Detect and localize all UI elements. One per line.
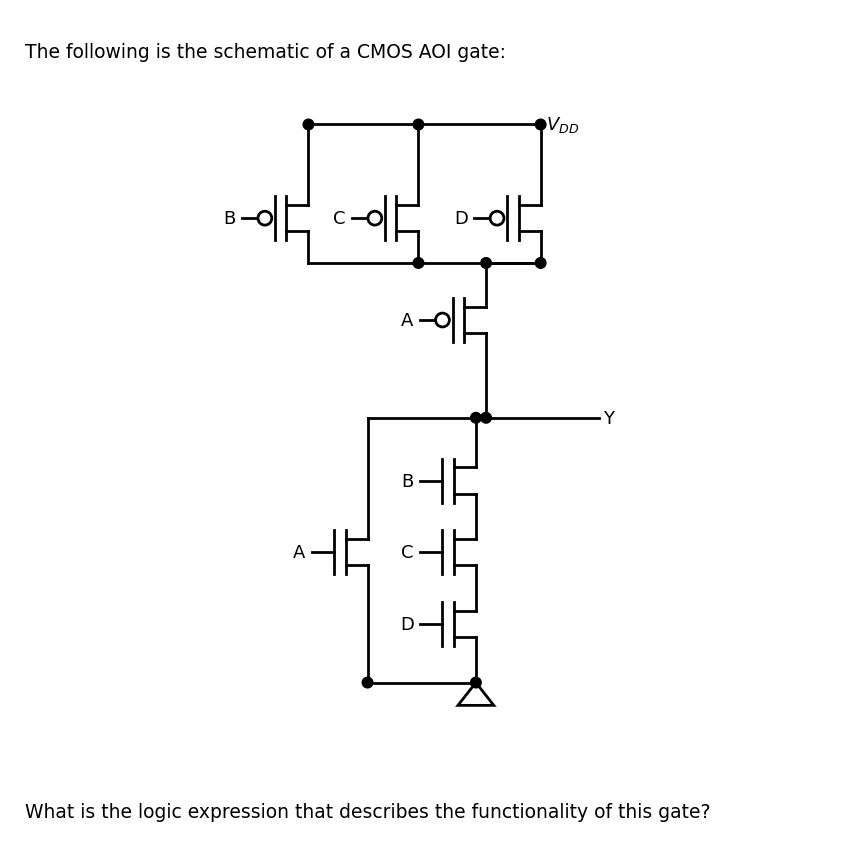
Text: D: D <box>454 210 468 228</box>
Text: $V_{DD}$: $V_{DD}$ <box>546 115 580 135</box>
Circle shape <box>258 212 272 226</box>
Text: D: D <box>400 615 414 633</box>
Circle shape <box>368 212 382 226</box>
Circle shape <box>470 413 481 424</box>
Text: What is the logic expression that describes the functionality of this gate?: What is the logic expression that descri… <box>25 802 710 821</box>
Text: C: C <box>402 543 414 561</box>
Circle shape <box>535 120 546 131</box>
Text: The following is the schematic of a CMOS AOI gate:: The following is the schematic of a CMOS… <box>25 42 506 62</box>
Circle shape <box>435 313 450 327</box>
Circle shape <box>413 120 424 131</box>
Circle shape <box>490 212 504 226</box>
Circle shape <box>481 413 491 424</box>
Text: Y: Y <box>603 409 614 427</box>
Circle shape <box>535 258 546 269</box>
Text: B: B <box>402 472 414 490</box>
Circle shape <box>362 678 373 688</box>
Circle shape <box>481 258 491 269</box>
Circle shape <box>470 678 481 688</box>
Text: A: A <box>401 312 413 330</box>
Text: C: C <box>333 210 346 228</box>
Text: A: A <box>293 543 305 561</box>
Text: B: B <box>224 210 236 228</box>
Circle shape <box>304 120 314 131</box>
Circle shape <box>413 258 424 269</box>
